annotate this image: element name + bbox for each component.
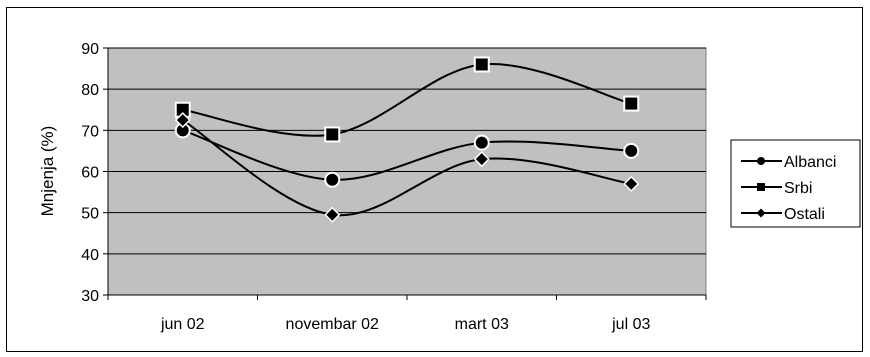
- gridlines: [108, 47, 706, 255]
- y-tick-label: 80: [81, 82, 99, 99]
- y-tick-label: 60: [81, 165, 99, 182]
- x-tick-label: mart 03: [455, 316, 509, 333]
- y-tick-label: 90: [81, 41, 99, 58]
- series-line-srbi: [182, 63, 632, 137]
- data-point-srbi: [324, 126, 341, 143]
- legend-marker-srbi: [757, 183, 765, 191]
- legend-label-srbi: Srbi: [784, 180, 812, 197]
- data-point-ostali: [473, 151, 490, 168]
- legend-marker-ostali: [756, 208, 766, 218]
- y-tick-labels: 30 40 50 60 70 80 90: [81, 41, 99, 305]
- legend-label-albanci: Albanci: [784, 154, 836, 171]
- x-tick-label: jun 02: [160, 316, 205, 333]
- chart-frame: [6, 7, 863, 352]
- series-lines: [174, 56, 640, 223]
- x-tick-labels: jun 02 novembar 02 mart 03 jul 03: [160, 316, 651, 333]
- legend-label-ostali: Ostali: [784, 206, 825, 223]
- data-point-albanci: [473, 134, 490, 151]
- y-tick-label: 30: [81, 288, 99, 305]
- y-tick-label: 70: [81, 123, 99, 140]
- axes: [103, 47, 707, 300]
- y-tick-label: 50: [81, 206, 99, 223]
- data-point-albanci: [623, 142, 640, 159]
- series-line-albanci: [182, 129, 632, 181]
- y-axis-label: Mnjenja (%): [38, 126, 57, 217]
- series-line-ostali: [182, 119, 632, 217]
- data-point-ostali: [623, 175, 640, 192]
- data-point-ostali: [324, 206, 341, 223]
- legend-marker-albanci: [757, 157, 765, 165]
- x-tick-label: jul 03: [611, 316, 650, 333]
- data-point-srbi: [473, 56, 490, 73]
- data-point-albanci: [324, 171, 341, 188]
- x-tick-label: novembar 02: [286, 316, 379, 333]
- data-point-srbi: [623, 95, 640, 112]
- data-point-ostali: [174, 111, 191, 129]
- legend: Albanci Srbi Ostali: [741, 154, 836, 223]
- y-tick-label: 40: [81, 247, 99, 264]
